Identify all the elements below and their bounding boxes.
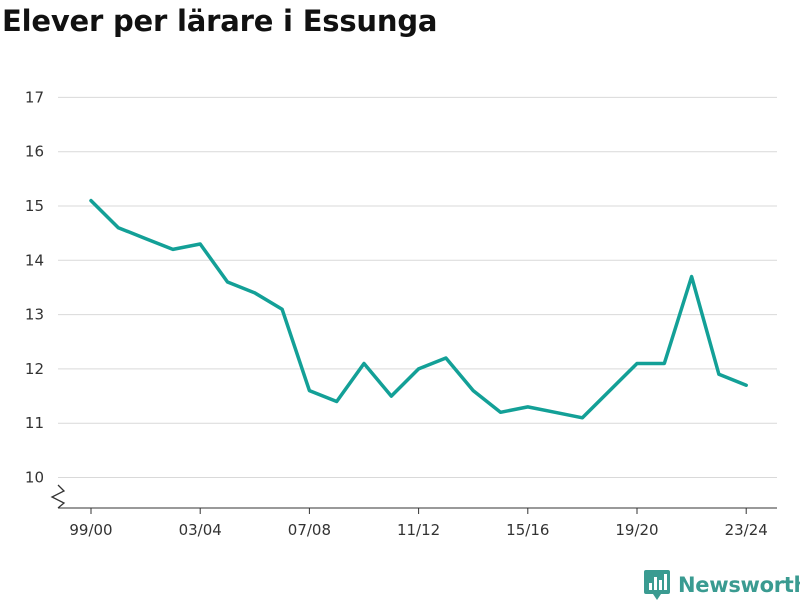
data-point: [471, 389, 475, 393]
data-point: [307, 389, 311, 393]
data-point: [608, 389, 612, 393]
gridlines: [58, 96, 777, 478]
series: [89, 198, 748, 420]
x-tick-label: 19/20: [615, 521, 658, 539]
x-tick-label: 15/16: [506, 521, 549, 539]
data-point: [362, 361, 366, 365]
data-point: [226, 280, 230, 284]
data-point: [744, 383, 748, 387]
y-tick-label: 16: [25, 143, 44, 161]
data-point: [635, 361, 639, 365]
data-point: [171, 247, 175, 251]
data-point: [335, 399, 339, 403]
data-point: [89, 199, 93, 203]
series-line: [89, 198, 748, 420]
data-point: [444, 356, 448, 360]
data-point: [553, 410, 557, 414]
y-tick-label: 11: [25, 414, 44, 432]
data-point: [116, 226, 120, 230]
y-tick-label: 14: [25, 251, 44, 269]
data-point: [417, 367, 421, 371]
data-point: [717, 372, 721, 376]
y-tick-label: 12: [25, 360, 44, 378]
x-tick-label: 99/00: [69, 521, 112, 539]
x-tick-label: 11/12: [397, 521, 440, 539]
x-axis: 99/00 03/04 07/08 11/12 15/16 19/20 23/24: [58, 507, 777, 539]
data-point: [662, 361, 666, 365]
data-point: [253, 291, 257, 295]
y-axis: 10 11 12 13 14 15 16 17: [25, 88, 66, 509]
x-tick-label: 23/24: [725, 521, 768, 539]
data-point: [690, 275, 694, 279]
data-point: [526, 405, 530, 409]
data-point: [580, 416, 584, 420]
bar-chart-icon: [644, 570, 670, 600]
data-point: [280, 307, 284, 311]
y-tick-label: 13: [25, 306, 44, 324]
data-point: [198, 242, 202, 246]
axis-break-marker: [50, 484, 66, 509]
x-tick-label: 07/08: [288, 521, 331, 539]
data-point: [144, 237, 148, 241]
y-tick-label: 15: [25, 197, 44, 215]
y-tick-label: 10: [25, 469, 44, 487]
chart-title: Elever per lärare i Essunga: [2, 4, 438, 38]
y-tick-label: 17: [25, 88, 44, 106]
data-point: [499, 410, 503, 414]
data-point: [389, 394, 393, 398]
x-tick-label: 03/04: [179, 521, 222, 539]
brand-name: Newsworthy: [678, 573, 800, 597]
newsworthy-logo: Newsworthy: [643, 568, 800, 602]
